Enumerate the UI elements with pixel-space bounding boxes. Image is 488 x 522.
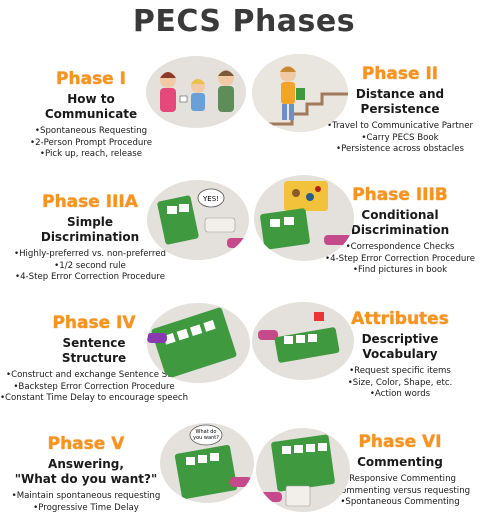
phase-name: Attributes	[351, 309, 449, 329]
phase-subtitle: Distance and Persistence	[355, 87, 445, 116]
list-item: Progressive Time Delay	[0, 503, 186, 515]
phase-items: Maintain spontaneous requesting Progress…	[0, 491, 186, 514]
phase-name: Phase VI	[358, 432, 442, 452]
list-item: 2-Person Prompt Procedure	[0, 138, 191, 150]
list-item: Travel to Communicative Partner	[300, 121, 488, 133]
list-item: Persistence across obstacles	[300, 144, 488, 156]
list-item: Highly-preferred vs. non-preferred	[0, 249, 190, 261]
list-item: Backstep Error Correction Procedure	[0, 382, 194, 394]
phase-3b-illustration	[254, 175, 354, 261]
phase-subtitle: Conditional Discrimination	[350, 208, 450, 237]
phase-5-illustration: What do you want?	[160, 423, 254, 503]
yes-bubble-text: YES!	[202, 195, 219, 203]
list-item: Commenting versus requesting	[300, 486, 488, 498]
phase-5-block: Phase V Answering,"What do you want?" Ma…	[0, 434, 186, 514]
phase-subtitle: How to Communicate	[44, 92, 138, 121]
phase-items: Correspondence Checks 4-Step Error Corre…	[300, 242, 488, 277]
list-item: Correspondence Checks	[300, 242, 488, 254]
phase-subtitle: Sentence Structure	[61, 336, 127, 365]
phase-name: Phase II	[361, 64, 439, 84]
phase-items: Travel to Communicative Partner Carry PE…	[300, 121, 488, 156]
phase-name: Phase V	[47, 434, 125, 454]
list-item: Find pictures in book	[300, 265, 488, 277]
phase-name: Phase IV	[52, 313, 136, 333]
list-item: Carry PECS Book	[300, 133, 488, 145]
phase-2-illustration	[252, 54, 348, 132]
list-item: Spontaneous Commenting	[300, 497, 488, 509]
phase-1-illustration	[146, 56, 246, 128]
question-bubble-line-2: you want?	[193, 435, 219, 441]
list-item: Size, Color, Shape, etc.	[300, 378, 488, 390]
list-item: Construct and exchange Sentence Strip	[0, 370, 194, 382]
phase-6-illustration	[256, 428, 350, 512]
phase-name: Phase IIIB	[352, 185, 448, 205]
question-bubble-line-1: What do	[196, 429, 217, 435]
phase-items: Request specific items Size, Color, Shap…	[300, 366, 488, 401]
phase-subtitle: Descriptive Vocabulary	[361, 332, 439, 361]
phase-items: Highly-preferred vs. non-preferred 1/2 s…	[0, 249, 190, 284]
list-item: Constant Time Delay to encourage speech	[0, 393, 194, 405]
list-item: Maintain spontaneous requesting	[0, 491, 186, 503]
list-item: Request specific items	[300, 366, 488, 378]
list-item: Action words	[300, 389, 488, 401]
phase-items: Spontaneous Requesting 2-Person Prompt P…	[0, 126, 191, 161]
phase-6-block: Phase VI Commenting Responsive Commentin…	[300, 432, 488, 509]
phase-subtitle: Simple Discrimination	[40, 215, 140, 244]
page-title: PECS Phases	[132, 4, 356, 39]
list-item: 4-Step Error Correction Procedure	[300, 254, 488, 266]
phase-4-illustration	[147, 303, 250, 383]
phase-subtitle: Commenting	[357, 455, 443, 469]
phase-name: Phase IIIA	[42, 192, 138, 212]
list-item: Pick up, reach, release	[0, 149, 191, 161]
list-item: Responsive Commenting	[300, 474, 488, 486]
list-item: 1/2 second rule	[0, 261, 190, 273]
phase-name: Phase I	[56, 69, 126, 89]
attributes-illustration	[252, 302, 354, 380]
list-item: Spontaneous Requesting	[0, 126, 191, 138]
phase-3a-illustration: YES!	[147, 180, 249, 260]
phase-items: Construct and exchange Sentence Strip Ba…	[0, 370, 194, 405]
list-item: 4-Step Error Correction Procedure	[0, 272, 190, 284]
phase-subtitle: Answering, "What do you want?"	[14, 457, 158, 486]
phase-items: Responsive Commenting Commenting versus …	[300, 474, 488, 509]
